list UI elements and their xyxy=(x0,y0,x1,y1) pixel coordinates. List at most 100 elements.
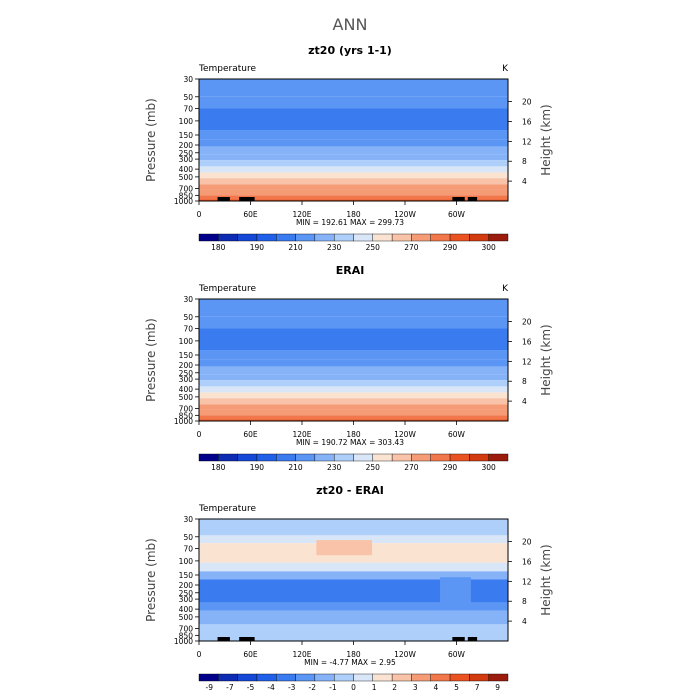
contour-band xyxy=(199,172,508,179)
colorbar-label: 180 xyxy=(211,463,226,472)
y-tick-label: 50 xyxy=(183,533,193,542)
y-tick-label: 100 xyxy=(179,337,194,346)
colorbar-swatch xyxy=(198,233,219,242)
colorbar-label: 180 xyxy=(211,243,226,252)
x-tick-label: 0 xyxy=(197,430,202,439)
y2-axis-label: Height (km) xyxy=(539,324,553,395)
colorbar-swatch xyxy=(469,233,489,242)
topography-mark xyxy=(467,637,478,641)
y2-tick-label: 8 xyxy=(522,157,527,166)
colorbar-swatch xyxy=(314,233,335,242)
colorbar-label: 1 xyxy=(372,683,377,692)
y-tick-label: 1000 xyxy=(174,417,193,426)
contour-band xyxy=(199,108,508,131)
contour-band xyxy=(199,409,508,416)
contour-band xyxy=(199,419,508,421)
colorbar-swatch xyxy=(488,233,509,242)
colorbar-swatch xyxy=(449,233,470,242)
y-tick-label: 200 xyxy=(179,581,194,590)
y-tick-label: 1000 xyxy=(174,637,193,646)
colorbar-label: -1 xyxy=(329,683,337,692)
x-tick-label: 120E xyxy=(292,430,311,439)
colorbar-label: 250 xyxy=(366,463,381,472)
y-axis-label: Pressure (mb) xyxy=(144,318,158,402)
colorbar-swatch xyxy=(218,233,238,242)
contour-band xyxy=(199,404,508,410)
colorbar-swatch xyxy=(411,453,431,462)
colorbar-swatch xyxy=(411,673,431,682)
y2-tick-label: 16 xyxy=(522,117,532,126)
colorbar-label: 4 xyxy=(434,683,439,692)
colorbar-label: 300 xyxy=(482,463,497,472)
y-tick-label: 150 xyxy=(179,131,194,140)
contour-band xyxy=(199,96,508,109)
colorbar-swatch xyxy=(430,673,451,682)
y-tick-label: 700 xyxy=(179,405,194,414)
y-tick-label: 850 xyxy=(179,191,194,200)
y2-tick-label: 20 xyxy=(522,98,532,107)
contour-band xyxy=(199,328,508,351)
y2-tick-label: 8 xyxy=(522,597,527,606)
contour-band xyxy=(199,392,508,399)
colorbar-swatch xyxy=(333,673,354,682)
y-tick-label: 400 xyxy=(179,385,194,394)
x-tick-label: 120W xyxy=(394,210,416,219)
y2-tick-label: 12 xyxy=(522,577,532,586)
y2-tick-label: 4 xyxy=(522,397,527,406)
contour-band xyxy=(199,299,508,317)
contour-band xyxy=(199,519,508,536)
y2-tick-label: 16 xyxy=(522,337,532,346)
y-tick-label: 500 xyxy=(179,173,194,182)
y-tick-label: 100 xyxy=(179,117,194,126)
chart-panel-1: zt20 (yrs 1-1)Temperature K30507010015020… xyxy=(144,44,553,252)
colorbar-swatch xyxy=(391,233,412,242)
topography-mark xyxy=(452,197,465,201)
colorbar-label: 190 xyxy=(250,243,265,252)
colorbar-swatch xyxy=(256,233,277,242)
x-tick-label: 60E xyxy=(243,430,258,439)
colorbar-swatch xyxy=(353,673,374,682)
topography-mark xyxy=(452,637,465,641)
y-tick-label: 30 xyxy=(183,295,193,304)
colorbar-label: -4 xyxy=(267,683,275,692)
y-tick-label: 700 xyxy=(179,625,194,634)
colorbar-swatch xyxy=(469,673,489,682)
colorbar-swatch xyxy=(314,673,335,682)
topography-mark xyxy=(467,197,478,201)
colorbar-swatch xyxy=(314,453,335,462)
colorbar-label: -2 xyxy=(309,683,317,692)
colorbar-swatch xyxy=(295,233,316,242)
colorbar-label: 230 xyxy=(327,243,342,252)
y-tick-label: 400 xyxy=(179,165,194,174)
colorbar-swatch xyxy=(391,673,412,682)
colorbar-swatch xyxy=(295,453,316,462)
contour-band xyxy=(440,577,471,610)
y-tick-label: 150 xyxy=(179,351,194,360)
y2-axis-label: Height (km) xyxy=(539,104,553,175)
units-label: K xyxy=(502,64,509,74)
min-max-stats: MIN = 190.72 MAX = 303.43 xyxy=(296,438,404,447)
units-label: K xyxy=(502,284,509,294)
colorbar-swatch xyxy=(411,233,431,242)
colorbar-swatch xyxy=(276,453,296,462)
colorbar-label: -9 xyxy=(206,683,214,692)
y-tick-label: 850 xyxy=(179,631,194,640)
colorbar-swatch xyxy=(276,233,296,242)
topography-mark xyxy=(217,197,230,201)
contour-band xyxy=(199,386,508,393)
colorbar-label: 230 xyxy=(327,463,342,472)
y2-tick-label: 20 xyxy=(522,318,532,327)
y-tick-label: 300 xyxy=(179,595,194,604)
y2-tick-label: 4 xyxy=(522,617,527,626)
colorbar-swatch xyxy=(488,673,509,682)
y-tick-label: 300 xyxy=(179,155,194,164)
colorbar-swatch xyxy=(449,453,470,462)
contour-band xyxy=(199,189,508,196)
colorbar-swatch xyxy=(353,453,374,462)
colorbar-label: 290 xyxy=(443,463,458,472)
y-tick-label: 300 xyxy=(179,375,194,384)
contour-band xyxy=(199,178,508,185)
contour-band xyxy=(199,199,508,201)
